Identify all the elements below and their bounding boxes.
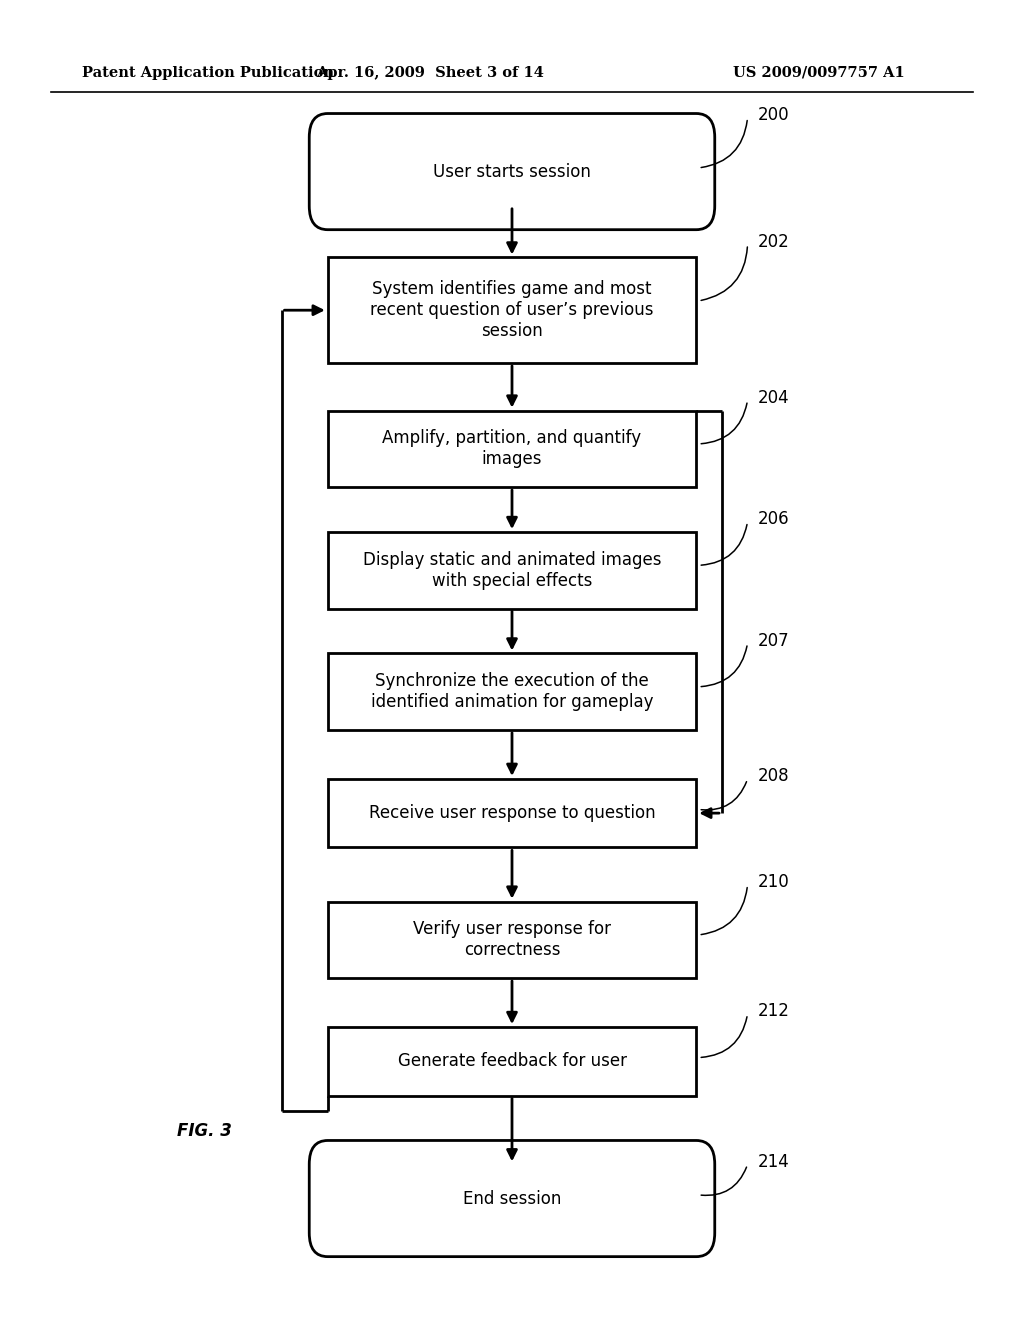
Text: User starts session: User starts session [433,162,591,181]
FancyBboxPatch shape [309,1140,715,1257]
FancyBboxPatch shape [309,114,715,230]
Text: System identifies game and most
recent question of user’s previous
session: System identifies game and most recent q… [371,280,653,341]
Text: 206: 206 [758,510,790,528]
FancyBboxPatch shape [328,532,696,609]
Text: Patent Application Publication: Patent Application Publication [82,66,334,79]
Text: 200: 200 [758,106,790,124]
Text: Apr. 16, 2009  Sheet 3 of 14: Apr. 16, 2009 Sheet 3 of 14 [316,66,544,79]
FancyBboxPatch shape [328,902,696,978]
Text: 208: 208 [758,767,790,785]
Text: 210: 210 [758,873,790,891]
Text: 204: 204 [758,388,790,407]
Text: 202: 202 [758,232,790,251]
Text: US 2009/0097757 A1: US 2009/0097757 A1 [733,66,905,79]
Text: 212: 212 [758,1002,790,1020]
Text: FIG. 3: FIG. 3 [177,1122,232,1140]
Text: Display static and animated images
with special effects: Display static and animated images with … [362,550,662,590]
Text: Amplify, partition, and quantify
images: Amplify, partition, and quantify images [382,429,642,469]
Text: Verify user response for
correctness: Verify user response for correctness [413,920,611,960]
Text: 214: 214 [758,1152,790,1171]
FancyBboxPatch shape [328,653,696,730]
Text: 207: 207 [758,631,790,649]
Text: Receive user response to question: Receive user response to question [369,804,655,822]
Text: End session: End session [463,1189,561,1208]
FancyBboxPatch shape [328,1027,696,1096]
Text: Synchronize the execution of the
identified animation for gameplay: Synchronize the execution of the identif… [371,672,653,711]
FancyBboxPatch shape [328,257,696,363]
FancyBboxPatch shape [328,779,696,847]
Text: Generate feedback for user: Generate feedback for user [397,1052,627,1071]
FancyBboxPatch shape [328,411,696,487]
